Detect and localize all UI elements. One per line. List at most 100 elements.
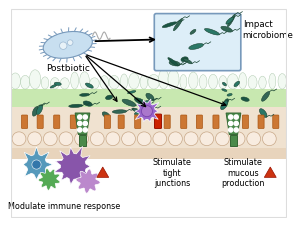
- Ellipse shape: [278, 74, 286, 90]
- Ellipse shape: [83, 101, 92, 107]
- Circle shape: [262, 132, 276, 146]
- Ellipse shape: [134, 110, 146, 115]
- Ellipse shape: [100, 76, 109, 90]
- Ellipse shape: [219, 76, 227, 90]
- Circle shape: [184, 132, 198, 146]
- Polygon shape: [75, 114, 90, 135]
- Ellipse shape: [168, 70, 179, 90]
- Circle shape: [137, 132, 151, 146]
- Ellipse shape: [259, 77, 266, 90]
- Ellipse shape: [168, 58, 178, 67]
- Ellipse shape: [141, 101, 150, 108]
- Ellipse shape: [43, 32, 92, 59]
- Ellipse shape: [189, 44, 203, 50]
- Circle shape: [229, 128, 233, 133]
- Polygon shape: [79, 135, 86, 146]
- Ellipse shape: [227, 74, 238, 90]
- Ellipse shape: [239, 73, 247, 90]
- Circle shape: [247, 132, 261, 146]
- Ellipse shape: [54, 83, 61, 86]
- Ellipse shape: [146, 94, 154, 101]
- Ellipse shape: [10, 74, 20, 90]
- Polygon shape: [264, 167, 276, 178]
- Ellipse shape: [140, 76, 148, 90]
- FancyBboxPatch shape: [242, 116, 248, 129]
- Circle shape: [60, 43, 67, 50]
- Ellipse shape: [106, 96, 112, 100]
- Circle shape: [153, 132, 167, 146]
- Polygon shape: [230, 135, 237, 146]
- Ellipse shape: [134, 99, 147, 106]
- Ellipse shape: [102, 112, 110, 119]
- Ellipse shape: [169, 62, 180, 67]
- Ellipse shape: [188, 73, 198, 90]
- Text: Impact
microbiome: Impact microbiome: [243, 20, 293, 39]
- FancyBboxPatch shape: [118, 116, 124, 129]
- Ellipse shape: [205, 29, 220, 36]
- Circle shape: [122, 132, 135, 146]
- FancyBboxPatch shape: [213, 116, 219, 129]
- Ellipse shape: [226, 18, 234, 25]
- Ellipse shape: [128, 91, 136, 94]
- Circle shape: [75, 132, 88, 146]
- Ellipse shape: [220, 101, 228, 110]
- Ellipse shape: [173, 20, 182, 32]
- Ellipse shape: [129, 74, 139, 90]
- Circle shape: [169, 132, 182, 146]
- Circle shape: [78, 115, 82, 120]
- Ellipse shape: [50, 85, 57, 89]
- Circle shape: [83, 115, 87, 120]
- Ellipse shape: [112, 110, 127, 114]
- Bar: [11, 108, 287, 148]
- Ellipse shape: [36, 105, 43, 115]
- Circle shape: [90, 132, 104, 146]
- Ellipse shape: [21, 76, 30, 90]
- FancyBboxPatch shape: [54, 116, 60, 129]
- Ellipse shape: [234, 82, 240, 87]
- Circle shape: [234, 122, 238, 126]
- Ellipse shape: [199, 75, 207, 90]
- Polygon shape: [97, 167, 109, 178]
- Ellipse shape: [262, 92, 270, 102]
- Ellipse shape: [41, 78, 49, 90]
- Ellipse shape: [184, 59, 192, 64]
- Ellipse shape: [90, 79, 99, 90]
- Ellipse shape: [29, 71, 41, 90]
- Circle shape: [215, 132, 229, 146]
- Text: Stimulate
tight
junctions: Stimulate tight junctions: [152, 158, 191, 187]
- Ellipse shape: [241, 98, 249, 102]
- Circle shape: [68, 41, 73, 46]
- FancyBboxPatch shape: [164, 116, 170, 129]
- Polygon shape: [23, 147, 52, 180]
- Ellipse shape: [260, 109, 267, 118]
- Ellipse shape: [248, 76, 257, 90]
- Circle shape: [141, 106, 152, 117]
- Bar: [11, 148, 287, 159]
- Circle shape: [83, 122, 87, 126]
- Polygon shape: [135, 100, 159, 122]
- Ellipse shape: [122, 100, 136, 107]
- Circle shape: [229, 122, 233, 126]
- Circle shape: [32, 160, 41, 169]
- Circle shape: [78, 122, 82, 126]
- Text: Modulate immune response: Modulate immune response: [8, 202, 120, 210]
- Ellipse shape: [208, 75, 217, 90]
- Ellipse shape: [142, 106, 153, 110]
- FancyBboxPatch shape: [154, 115, 161, 129]
- FancyBboxPatch shape: [196, 116, 202, 129]
- Polygon shape: [76, 169, 100, 193]
- Ellipse shape: [221, 27, 232, 33]
- Bar: [11, 90, 287, 108]
- Circle shape: [234, 128, 238, 133]
- Circle shape: [234, 115, 238, 120]
- Ellipse shape: [158, 70, 169, 90]
- Ellipse shape: [120, 75, 128, 90]
- Ellipse shape: [109, 76, 119, 90]
- Polygon shape: [54, 147, 91, 187]
- Ellipse shape: [69, 105, 83, 108]
- Polygon shape: [38, 169, 60, 190]
- Ellipse shape: [190, 30, 196, 35]
- Circle shape: [44, 132, 57, 146]
- Ellipse shape: [162, 23, 177, 28]
- Circle shape: [231, 132, 245, 146]
